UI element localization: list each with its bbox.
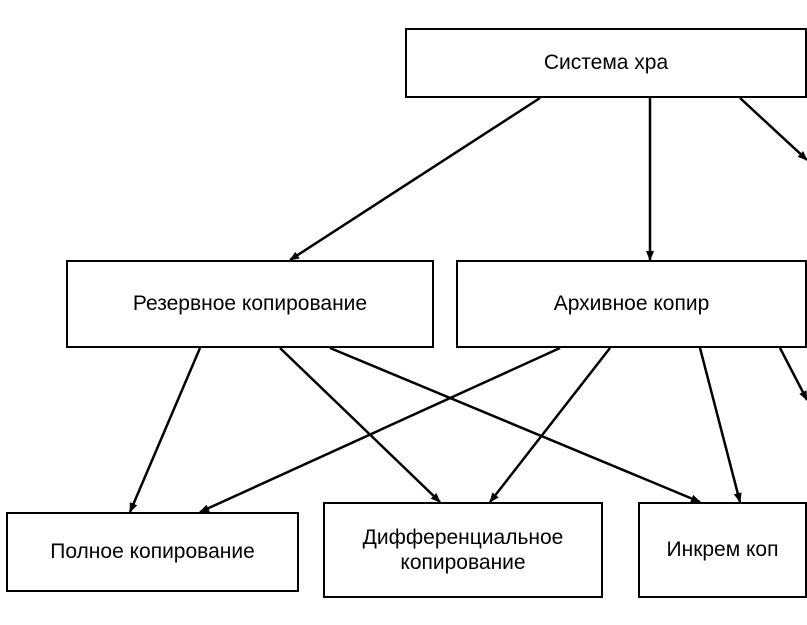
node-root-label: Система хра [544, 50, 668, 75]
edge-backup-to-incr [330, 348, 700, 502]
diagram-canvas: Система хра Резервное копирование Архивн… [0, 0, 807, 625]
node-backup-label: Резервное копирование [133, 291, 367, 316]
node-archive-label: Архивное копир [554, 291, 710, 316]
node-incr-label: Инкрем коп [667, 537, 779, 562]
edge-root-to-backup [290, 98, 540, 260]
node-archive: Архивное копир [456, 260, 807, 348]
node-incr: Инкрем коп [638, 502, 807, 598]
edge-archive-to-right-off2 [780, 348, 807, 400]
edge-backup-to-diff [280, 348, 440, 502]
node-full: Полное копирование [6, 512, 299, 592]
edge-archive-to-full [200, 348, 560, 512]
edge-root-to-right-off [740, 98, 807, 160]
node-root: Система хра [405, 28, 807, 98]
node-diff-label: Дифференциальное копирование [335, 525, 591, 575]
edge-archive-to-diff [490, 348, 610, 502]
edge-archive-to-incr [700, 348, 740, 502]
node-backup: Резервное копирование [66, 260, 434, 348]
node-full-label: Полное копирование [50, 539, 255, 564]
edge-backup-to-full [130, 348, 200, 512]
node-diff: Дифференциальное копирование [323, 502, 603, 598]
